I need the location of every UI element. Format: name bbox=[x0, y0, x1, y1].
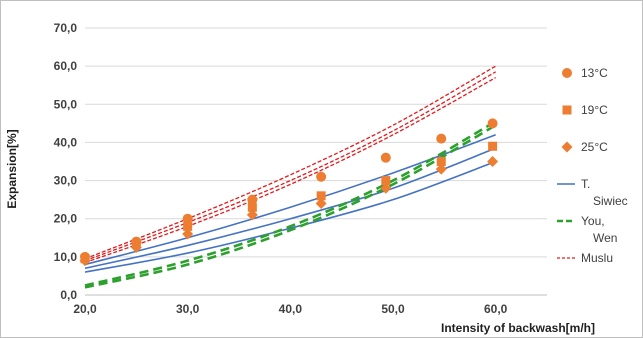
data-point-square bbox=[247, 202, 257, 212]
series-line-muslu bbox=[84, 71, 496, 262]
x-tick-label: 40,0 bbox=[279, 302, 303, 316]
plot-area bbox=[79, 65, 499, 289]
x-tick-label: 60,0 bbox=[484, 302, 508, 316]
x-tick-label: 30,0 bbox=[176, 302, 200, 316]
data-point-circle bbox=[380, 152, 391, 163]
data-point-circle bbox=[247, 194, 258, 205]
y-tick-label: 50,0 bbox=[54, 97, 78, 111]
legend-label: 19°C bbox=[581, 103, 608, 117]
legend-label: T.Siwiec bbox=[581, 177, 628, 208]
gridlines bbox=[85, 27, 547, 296]
series-line-t-siwiec bbox=[84, 134, 496, 266]
y-tick-label: 20,0 bbox=[54, 212, 78, 226]
data-point-diamond bbox=[79, 255, 91, 267]
series-line-you-wen bbox=[84, 120, 497, 287]
series-line-you-wen bbox=[84, 124, 497, 289]
legend-label: Muslu bbox=[581, 251, 613, 265]
y-tick-label: 40,0 bbox=[54, 135, 78, 149]
data-point-circle bbox=[436, 133, 447, 144]
data-point-diamond bbox=[315, 197, 327, 209]
data-point-square bbox=[183, 221, 193, 231]
legend-label: You, Wen bbox=[581, 214, 617, 245]
x-tick-label: 50,0 bbox=[381, 302, 405, 316]
legend-swatch bbox=[562, 105, 572, 115]
data-point-square bbox=[381, 176, 391, 186]
y-tick-label: 60,0 bbox=[54, 59, 78, 73]
data-point-diamond bbox=[130, 241, 142, 253]
y-tick-label: 70,0 bbox=[54, 21, 78, 35]
data-point-circle bbox=[182, 213, 193, 224]
series-line-muslu bbox=[84, 77, 496, 264]
legend: 13°C 19°C 25°C T.Siwiec You, Wen Muslu bbox=[557, 66, 628, 265]
legend-label: 13°C bbox=[581, 66, 608, 80]
y-tick-label: 10,0 bbox=[54, 250, 78, 264]
legend-swatch bbox=[562, 68, 572, 78]
y-tick-label: 0,0 bbox=[60, 288, 77, 302]
x-tick-label: 20,0 bbox=[73, 302, 97, 316]
data-point-square bbox=[316, 191, 326, 201]
series-line-t-siwiec bbox=[84, 160, 496, 273]
series-line-t-siwiec bbox=[84, 147, 496, 270]
data-point-square bbox=[488, 141, 498, 151]
data-point-square bbox=[436, 157, 446, 166]
series-line-muslu bbox=[84, 65, 496, 260]
y-axis-label: Expansion[%] bbox=[5, 129, 19, 208]
data-point-diamond bbox=[435, 163, 447, 175]
legend-label: 25°C bbox=[581, 140, 608, 154]
x-axis-label: Intensity of backwash[m/h] bbox=[441, 321, 595, 335]
data-point-diamond bbox=[380, 182, 392, 194]
y-tick-label: 30,0 bbox=[54, 174, 78, 188]
legend-swatch bbox=[561, 141, 573, 153]
data-point-diamond bbox=[182, 228, 194, 240]
data-point-circle bbox=[487, 118, 498, 129]
data-point-diamond bbox=[246, 209, 258, 221]
axes: 0,0 10,0 20,0 30,0 40,0 50,0 60,0 70,0 20,0 30,0 4… bbox=[54, 21, 547, 316]
data-point-diamond bbox=[487, 156, 499, 167]
data-point-circle bbox=[316, 171, 327, 182]
